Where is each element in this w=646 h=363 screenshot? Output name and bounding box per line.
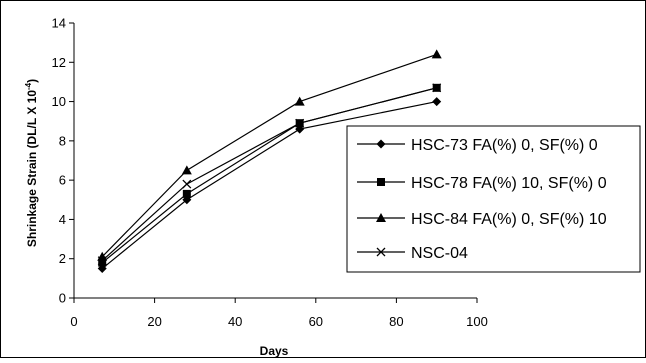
legend-box <box>346 125 641 273</box>
y-tick-label: 2 <box>59 251 66 266</box>
series-line <box>101 53 437 258</box>
x-tick-label: 40 <box>228 314 242 329</box>
x-marker-stroke <box>295 118 305 128</box>
x-marker <box>376 247 386 257</box>
legend-label: NSC-04 <box>411 245 468 262</box>
x-axis-title: Days <box>260 344 289 358</box>
y-tick-label: 10 <box>52 94 66 109</box>
x-tick-label: 20 <box>147 314 161 329</box>
x-tick-label: 100 <box>466 314 488 329</box>
y-axis-title-exponent: -4 <box>24 82 33 90</box>
legend-entry: HSC-78 FA(%) 10, SF(%) 0 <box>357 175 607 192</box>
triangle-marker <box>431 49 442 59</box>
legend-label: HSC-78 FA(%) 10, SF(%) 0 <box>411 175 607 192</box>
y-tick-label: 6 <box>59 173 66 188</box>
legend-entries: HSC-73 FA(%) 0, SF(%) 0 HSC-78 FA(%) 10, … <box>357 137 607 262</box>
y-tick-label: 4 <box>59 212 66 227</box>
legend-entry: NSC-04 <box>357 245 468 262</box>
legend-label: HSC-73 FA(%) 0, SF(%) 0 <box>411 137 598 154</box>
x-marker <box>295 118 305 128</box>
x-marker <box>97 256 107 266</box>
x-marker <box>432 83 442 93</box>
square-marker <box>377 178 385 186</box>
x-marker-stroke <box>376 247 386 257</box>
square-marker <box>182 189 191 198</box>
x-marker-stroke <box>97 256 107 266</box>
x-tick-label: 60 <box>309 314 323 329</box>
diamond-marker <box>376 139 386 149</box>
diamond-marker <box>432 97 442 107</box>
axes: 0 2 4 6 8 10 12 14 0 20 40 60 80 100 <box>52 16 488 330</box>
legend-entry: HSC-84 FA(%) 0, SF(%) 10 <box>357 211 607 228</box>
y-axis-title-main: Shrinkage Strain (DL/L X 10 <box>25 90 39 247</box>
triangle-marker <box>376 213 386 222</box>
y-axis-title-end: ) <box>25 79 39 83</box>
x-marker-stroke <box>432 83 442 93</box>
series-4 <box>97 83 442 266</box>
x-marker-stroke <box>182 179 192 189</box>
y-tick-label: 12 <box>52 55 66 70</box>
square-marker <box>98 258 107 267</box>
y-axis-title: Shrinkage Strain (DL/L X 10-4) <box>24 79 39 247</box>
legend-entry: HSC-73 FA(%) 0, SF(%) 0 <box>357 137 598 154</box>
y-tick-label: 14 <box>52 16 66 31</box>
plot-series <box>97 49 442 274</box>
triangle-marker <box>294 96 305 106</box>
x-marker <box>182 179 192 189</box>
series-line <box>101 100 437 270</box>
legend: HSC-73 FA(%) 0, SF(%) 0 HSC-78 FA(%) 10, … <box>346 125 641 273</box>
series-line <box>101 87 437 262</box>
x-tick-label: 80 <box>389 314 403 329</box>
triangle-marker <box>181 165 192 175</box>
y-tick-label: 0 <box>59 291 66 306</box>
legend-label: HSC-84 FA(%) 0, SF(%) 10 <box>411 211 607 228</box>
y-tick-label: 8 <box>59 133 66 148</box>
x-tick-label: 0 <box>70 314 77 329</box>
